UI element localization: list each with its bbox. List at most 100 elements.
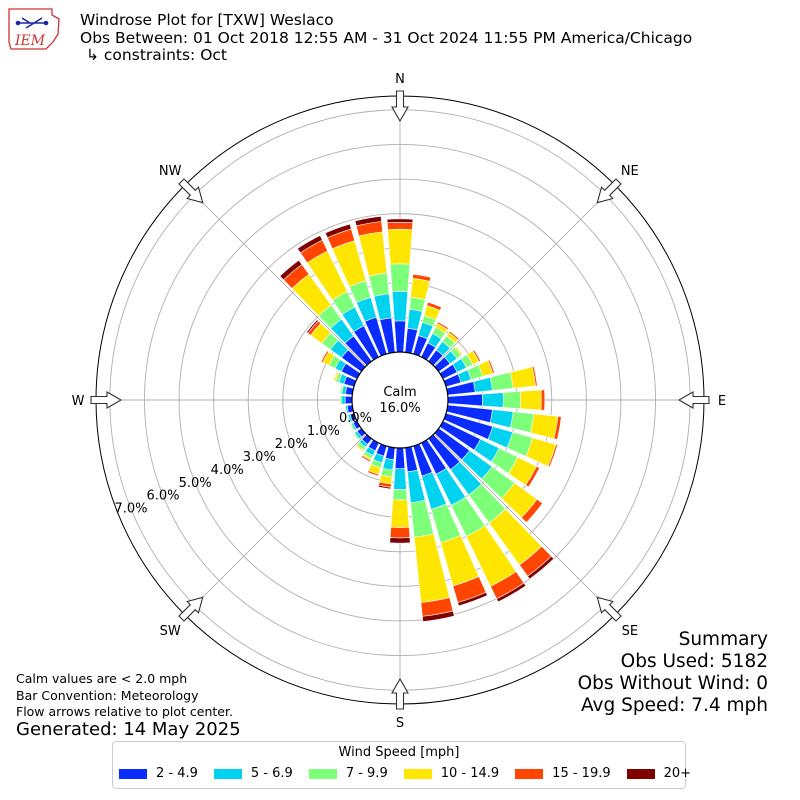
wind-bar-segment (392, 488, 408, 501)
wind-bar-segment (473, 376, 493, 393)
wind-bar-segment (487, 359, 495, 374)
legend-item: 5 - 6.9 (213, 766, 293, 781)
wind-bar-segment (426, 301, 442, 311)
wind-bar-segment (472, 349, 481, 363)
grid-spoke (433, 433, 616, 616)
radial-tick-label: 2.0% (275, 437, 308, 452)
calm-note: Calm values are < 2.0 mph (16, 671, 188, 686)
calm-circle-outline (351, 351, 449, 449)
radial-tick-label: 7.0% (114, 502, 147, 517)
direction-label-e: E (718, 394, 726, 409)
wind-bar-segment (547, 444, 558, 468)
wind-bar-segment (324, 223, 352, 239)
wind-bar-segment (509, 366, 536, 389)
direction-label-s: S (396, 716, 404, 731)
wind-bar-segment (502, 391, 521, 409)
flow-arrow-icon (677, 391, 710, 409)
wind-bar-segment (341, 395, 346, 405)
legend-label: 15 - 19.9 (552, 766, 611, 781)
radial-tick-label: 1.0% (307, 424, 340, 439)
radial-tick-label: 5.0% (179, 476, 212, 491)
wind-bar-segment (368, 272, 390, 297)
grid-spoke (184, 184, 367, 367)
calm-value: 16.0% (379, 401, 420, 416)
windrose-chart: N NE E SE S SW W NW 0.0%1.0%2.0%3.0%4.0%5.0%6.0… (72, 72, 727, 731)
wind-bar-segment (422, 610, 455, 622)
wind-bar-segment (297, 235, 323, 254)
legend-item: 20+ (626, 766, 692, 781)
wind-bar-segment (339, 395, 343, 405)
wind-bar-segment (367, 470, 380, 477)
legend-swatch (308, 768, 337, 779)
wind-bar-segment (489, 371, 514, 391)
legend-label: 10 - 14.9 (440, 766, 500, 781)
flow-arrows (90, 90, 710, 710)
wind-bar-segment (457, 591, 488, 607)
direction-label-w: W (72, 394, 85, 409)
bar-convention-note: Bar Convention: Meteorology (16, 688, 199, 703)
radial-tick-labels: 0.0%1.0%2.0%3.0%4.0%5.0%6.0%7.0% (114, 411, 372, 517)
summary-obs-used: Obs Used: 5182 (620, 651, 768, 672)
wind-bar-segment (540, 389, 546, 411)
wind-bar-segment (407, 308, 423, 331)
grid-spoke (433, 184, 616, 367)
wind-bar-segment (339, 384, 343, 395)
wind-bar-segment (527, 555, 555, 580)
wind-bar-segment (390, 499, 410, 528)
direction-labels: N NE E SE S SW W NW (72, 72, 727, 731)
wind-bar-segment (384, 446, 396, 461)
direction-label-nw: NW (159, 164, 182, 179)
legend-label: 2 - 4.9 (156, 766, 198, 781)
iem-logo-text: IEM (14, 33, 46, 49)
wind-bar-segment (332, 371, 338, 382)
legend-label: 20+ (663, 766, 692, 781)
wind-bar-segment (355, 443, 365, 452)
wind-bar-segment (394, 447, 406, 470)
wind-bar-segment (389, 537, 411, 544)
wind-bar-segment (496, 582, 527, 603)
wind-bar-segment (525, 465, 541, 488)
generated-date: Generated: 14 May 2025 (16, 719, 241, 740)
legend: Wind Speed [mph] 2 - 4.9 5 - 6.9 7 - 9.9 10… (112, 741, 691, 789)
flow-arrow-icon (391, 90, 409, 123)
wind-bar-segment (410, 277, 431, 301)
wind-bar-segment (345, 414, 350, 424)
radial-tick-label: 6.0% (146, 489, 179, 504)
wind-bar-segment (553, 415, 562, 440)
legend-item: 7 - 9.9 (308, 766, 388, 781)
wind-bar-segment (453, 345, 464, 357)
iem-logo: IEM (8, 8, 60, 50)
radial-tick-label: 3.0% (243, 450, 276, 465)
wind-bar-segment (279, 259, 303, 281)
wind-bar-segment (394, 320, 406, 353)
flow-arrow-icon (178, 596, 204, 622)
direction-label-se: SE (622, 624, 638, 639)
legend-swatch (119, 768, 147, 779)
wind-bar-segment (386, 218, 414, 224)
wind-bar-segment (306, 319, 319, 334)
flow-arrow-icon (596, 596, 622, 622)
wind-bar-segment (344, 405, 348, 414)
legend-item: 15 - 19.9 (515, 766, 611, 781)
summary-title: Summary (678, 629, 768, 650)
wind-bar-segment (387, 228, 413, 265)
wind-bar-segment (389, 526, 411, 539)
legend-item: 10 - 14.9 (403, 766, 500, 781)
wind-bar-segment (489, 409, 514, 429)
wind-bars (279, 215, 562, 622)
wind-bar-segment (354, 215, 382, 227)
flow-arrow-icon (178, 178, 204, 204)
direction-label-sw: SW (160, 624, 181, 639)
grid-spoke (184, 433, 367, 616)
chart-date-range: Obs Between: 01 Oct 2018 12:55 AM - 31 O… (80, 29, 693, 47)
wind-bar-segment (531, 366, 538, 387)
radial-tick-label: 4.0% (211, 463, 244, 478)
wind-bar-segment (344, 395, 353, 405)
wind-bar-segment (386, 221, 414, 230)
direction-label-n: N (395, 72, 405, 87)
legend-title: Wind Speed [mph] (338, 745, 460, 760)
wind-bar-segment (448, 330, 460, 341)
legend-items: 2 - 4.9 5 - 6.9 7 - 9.9 10 - 14.9 15 - 19.9 2… (119, 766, 707, 781)
flow-arrow-icon (90, 391, 123, 409)
summary-avg-speed: Avg Speed: 7.4 mph (580, 695, 768, 716)
